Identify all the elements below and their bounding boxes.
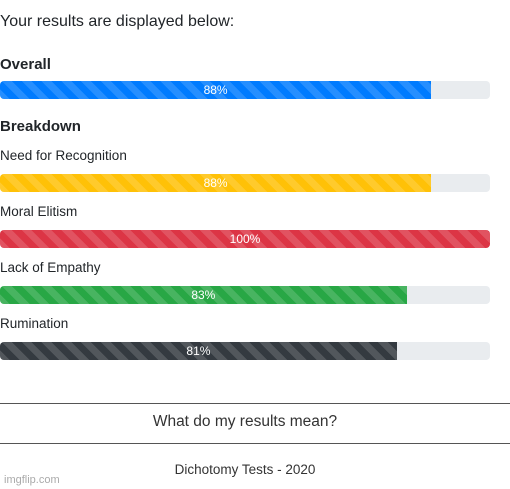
trait-label: Need for Recognition — [0, 148, 127, 163]
trait-label: Rumination — [0, 316, 69, 331]
divider — [0, 443, 510, 444]
divider — [0, 403, 510, 404]
overall-heading: Overall — [0, 56, 51, 73]
progress-bar: 88% — [0, 174, 432, 192]
watermark: imgflip.com — [4, 474, 60, 486]
trait-label: Moral Elitism — [0, 204, 78, 219]
breakdown-heading: Breakdown — [0, 118, 81, 135]
footer: Dichotomy Tests - 2020 — [174, 462, 316, 477]
progress-bar: 83% — [0, 286, 407, 304]
progress-track: 81% — [0, 342, 490, 360]
progress-bar: 81% — [0, 342, 397, 360]
progress-track: 88% — [0, 81, 490, 99]
progress-bar: 88% — [0, 81, 432, 99]
results-link[interactable]: What do my results mean? — [152, 413, 338, 430]
progress-track: 83% — [0, 286, 490, 304]
progress-track: 88% — [0, 174, 490, 192]
trait-label: Lack of Empathy — [0, 260, 101, 275]
title: Your results are displayed below: — [0, 13, 235, 30]
progress-track: 100% — [0, 230, 490, 248]
progress-bar: 100% — [0, 230, 490, 248]
